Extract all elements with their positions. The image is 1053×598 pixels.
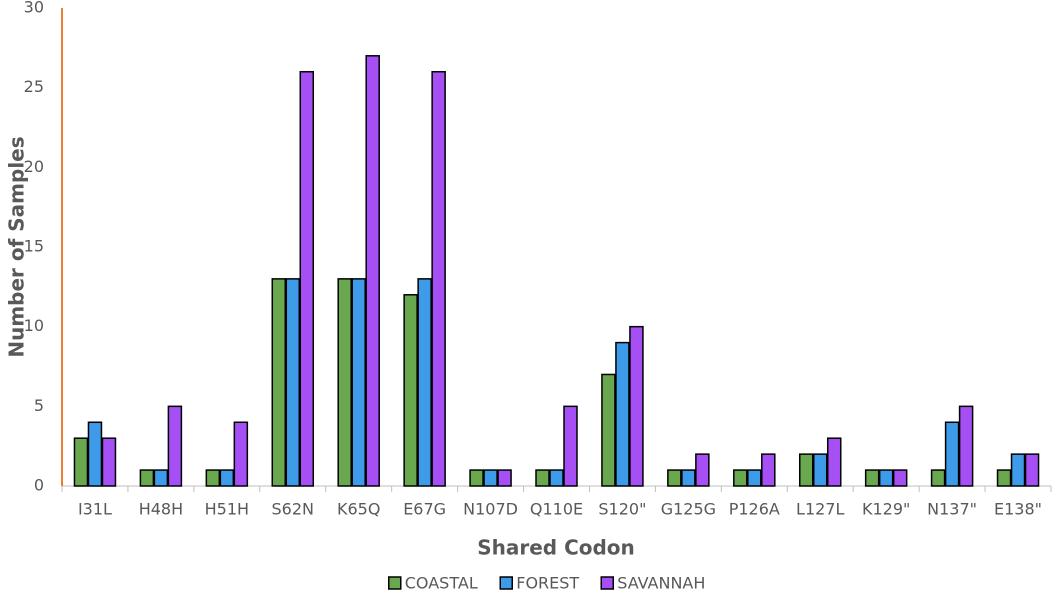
legend-swatch bbox=[499, 576, 513, 590]
bar bbox=[219, 469, 235, 487]
bar bbox=[996, 469, 1012, 487]
x-tick-label: E67G bbox=[403, 500, 446, 519]
legend-label: COASTAL bbox=[405, 574, 478, 593]
x-tick-label: H48H bbox=[139, 500, 183, 519]
x-tick-label: N137" bbox=[927, 500, 977, 519]
bar bbox=[167, 405, 183, 487]
bar bbox=[87, 421, 103, 487]
x-tick-label: E138" bbox=[994, 500, 1042, 519]
bar bbox=[285, 278, 301, 487]
bar bbox=[337, 278, 352, 487]
bar bbox=[1024, 453, 1040, 487]
legend-swatch bbox=[388, 576, 402, 590]
bar bbox=[601, 373, 616, 487]
bar bbox=[826, 437, 842, 487]
x-axis-label: Shared Codon bbox=[477, 536, 635, 560]
bar bbox=[153, 469, 169, 487]
x-tick-label: N107D bbox=[463, 500, 518, 519]
y-tick-label: 20 bbox=[24, 157, 44, 176]
bar bbox=[761, 453, 776, 487]
bar bbox=[798, 453, 814, 487]
bar bbox=[535, 469, 550, 487]
bar bbox=[812, 453, 828, 487]
y-tick-label: 15 bbox=[24, 237, 44, 256]
x-tick-label: P126A bbox=[729, 500, 780, 519]
bar bbox=[563, 405, 578, 487]
bar bbox=[681, 469, 696, 487]
legend-label: SAVANNAH bbox=[617, 574, 705, 593]
bar bbox=[417, 278, 432, 487]
bar bbox=[351, 278, 366, 487]
x-tick-label: S62N bbox=[272, 500, 314, 519]
y-tick-label: 10 bbox=[24, 316, 44, 335]
bar bbox=[299, 70, 315, 487]
bar bbox=[695, 453, 710, 487]
bar bbox=[233, 421, 249, 487]
bar bbox=[469, 469, 484, 487]
x-tick-label: K65Q bbox=[337, 500, 380, 519]
bar bbox=[1010, 453, 1026, 487]
x-tick-label: I31L bbox=[78, 500, 112, 519]
y-tick-label: 25 bbox=[24, 77, 44, 96]
bar bbox=[497, 469, 512, 487]
bar bbox=[483, 469, 498, 487]
bar bbox=[73, 437, 89, 487]
bar bbox=[944, 421, 960, 487]
bar bbox=[615, 341, 630, 487]
bar bbox=[878, 469, 894, 487]
x-tick-label: S120" bbox=[598, 500, 646, 519]
y-tick-label: 30 bbox=[24, 0, 44, 17]
bar bbox=[365, 55, 380, 487]
bar bbox=[403, 294, 418, 487]
bar bbox=[892, 469, 908, 487]
bar bbox=[667, 469, 682, 487]
x-tick-label: G125G bbox=[661, 500, 716, 519]
bar bbox=[747, 469, 762, 487]
x-tick-label: L127L bbox=[796, 500, 844, 519]
bar bbox=[629, 325, 644, 487]
y-axis-label: Number of Samples bbox=[5, 136, 29, 357]
bar bbox=[930, 469, 946, 487]
bar bbox=[139, 469, 155, 487]
x-tick-label: K129" bbox=[862, 500, 910, 519]
bar bbox=[958, 405, 974, 487]
bar bbox=[101, 437, 117, 487]
x-tick-label: Q110E bbox=[530, 500, 583, 519]
x-tick-label: H51H bbox=[205, 500, 249, 519]
legend-swatch bbox=[600, 576, 614, 590]
legend-label: FOREST bbox=[516, 574, 579, 593]
y-tick-label: 0 bbox=[34, 476, 44, 495]
bar bbox=[864, 469, 880, 487]
y-tick-label: 5 bbox=[34, 396, 44, 415]
bar bbox=[549, 469, 564, 487]
bar bbox=[431, 70, 446, 487]
bar bbox=[205, 469, 221, 487]
bar bbox=[271, 278, 287, 487]
bar bbox=[733, 469, 748, 487]
